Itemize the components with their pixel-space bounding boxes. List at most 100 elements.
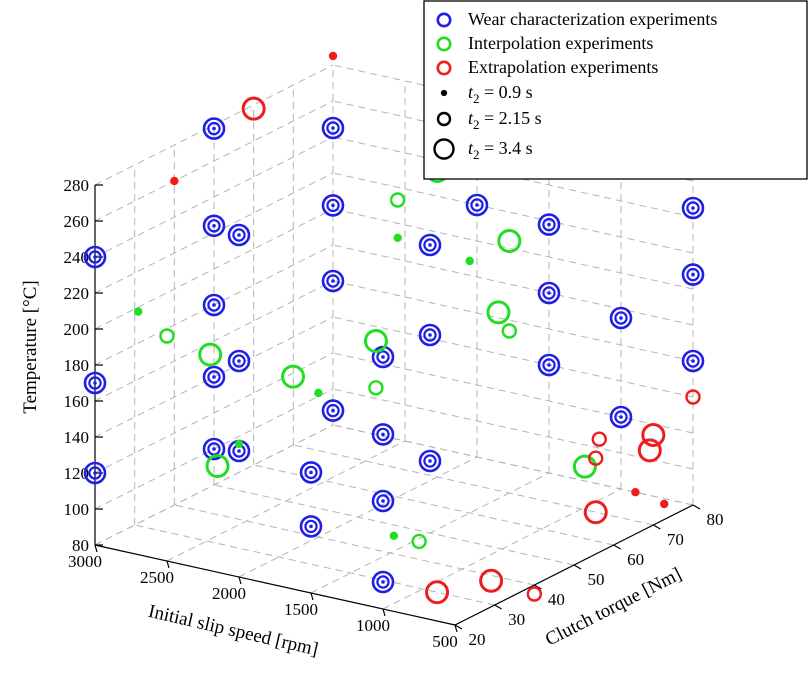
- data-point: [371, 489, 395, 513]
- grid-line: [134, 524, 495, 606]
- data-point: [497, 229, 522, 253]
- z-tick-label: 100: [64, 500, 90, 519]
- grid-line: [332, 352, 694, 434]
- data-point: [609, 405, 633, 429]
- data-point: [363, 329, 388, 353]
- data-point: [637, 438, 662, 463]
- data-point: [537, 213, 561, 236]
- grid-line: [332, 280, 694, 362]
- legend-label: Wear characterization experiments: [468, 9, 717, 29]
- data-point: [685, 389, 701, 405]
- x-tick-label: 60: [627, 550, 644, 569]
- data-point: [389, 192, 406, 208]
- grid-line: [253, 464, 614, 546]
- grid-line: [332, 208, 694, 290]
- x-tick-label: 20: [469, 630, 486, 649]
- z-tick-label: 120: [64, 464, 90, 483]
- data-point: [321, 399, 345, 422]
- data-point: [241, 96, 266, 121]
- data-point: [609, 306, 633, 330]
- data-point: [234, 439, 244, 448]
- data-point: [170, 176, 179, 186]
- data-point: [133, 307, 143, 316]
- legend-label: t2 = 0.9 s: [468, 82, 533, 106]
- grid-line: [332, 244, 694, 326]
- data-point: [299, 515, 323, 538]
- data-point: [281, 364, 306, 389]
- x-tick-mark: [692, 504, 701, 510]
- data-point: [479, 568, 504, 593]
- grid-line: [332, 316, 694, 398]
- data-point: [425, 580, 450, 605]
- data-point: [411, 533, 427, 550]
- y-tick-label: 2500: [140, 568, 174, 587]
- y-tick-label: 2000: [212, 584, 246, 603]
- data-point: [202, 117, 226, 140]
- data-point: [588, 450, 604, 466]
- data-point: [321, 116, 345, 140]
- grid-line: [94, 280, 334, 402]
- grid-line: [94, 172, 334, 294]
- data-point: [159, 328, 175, 344]
- z-tick-label: 280: [64, 176, 90, 195]
- data-point: [321, 194, 345, 217]
- z-tick-label: 180: [64, 356, 90, 375]
- y-tick-mark: [454, 624, 458, 633]
- legend: Wear characterization experiments Interpo…: [423, 0, 808, 180]
- data-point: [591, 431, 607, 447]
- legend-label: Interpolation experiments: [468, 33, 653, 53]
- grid-line: [332, 388, 694, 470]
- data-point: [583, 500, 608, 525]
- y-tick-label: 1500: [284, 600, 318, 619]
- data-point: [418, 449, 442, 473]
- z-tick-label: 80: [72, 536, 89, 555]
- data-point: [205, 454, 230, 478]
- data-point: [465, 193, 489, 217]
- data-point: [418, 233, 442, 257]
- legend-size-marker: [440, 89, 448, 97]
- x-tick-label: 70: [667, 530, 684, 549]
- y-tick-mark: [382, 608, 386, 617]
- z-tick-label: 220: [64, 284, 90, 303]
- y-tick-mark: [94, 544, 98, 553]
- data-point: [202, 365, 226, 389]
- legend-marker: [436, 36, 452, 52]
- data-point: [368, 380, 384, 396]
- grid-line: [174, 504, 535, 586]
- data-point: [641, 423, 666, 447]
- data-point: [465, 256, 474, 266]
- z-tick-label: 200: [64, 320, 90, 339]
- data-point: [501, 323, 518, 339]
- data-point: [202, 214, 226, 238]
- z-tick-label: 240: [64, 248, 90, 267]
- data-point: [83, 461, 107, 485]
- grid-line: [382, 488, 622, 610]
- x-tick-label: 30: [508, 610, 525, 629]
- y-tick-label: 3000: [68, 552, 102, 571]
- y-tick-mark: [310, 592, 314, 601]
- data-point: [371, 423, 395, 446]
- x-tick-mark: [534, 584, 542, 590]
- legend-marker: [436, 60, 452, 76]
- data-point: [314, 388, 323, 398]
- data-point: [681, 349, 705, 373]
- data-point: [537, 353, 561, 377]
- grid-line: [166, 440, 406, 562]
- x-tick-label: 40: [548, 590, 565, 609]
- grid-line: [293, 444, 654, 526]
- data-point: [83, 371, 107, 395]
- data-point: [526, 586, 543, 602]
- y-tick-mark: [238, 576, 242, 585]
- z-tick-label: 160: [64, 392, 90, 411]
- axis-layer: 2030405060708050010001500200025003000801…: [20, 176, 724, 660]
- data-point: [681, 196, 705, 220]
- data-point: [227, 223, 251, 247]
- x-tick-label: 50: [588, 570, 605, 589]
- data-point: [418, 323, 442, 347]
- x-tick-mark: [573, 564, 582, 570]
- legend-label: Extrapolation experiments: [468, 57, 658, 77]
- legend-size-marker: [436, 111, 452, 127]
- data-point: [202, 293, 226, 317]
- z-axis-title: Temperature [°C]: [20, 280, 41, 413]
